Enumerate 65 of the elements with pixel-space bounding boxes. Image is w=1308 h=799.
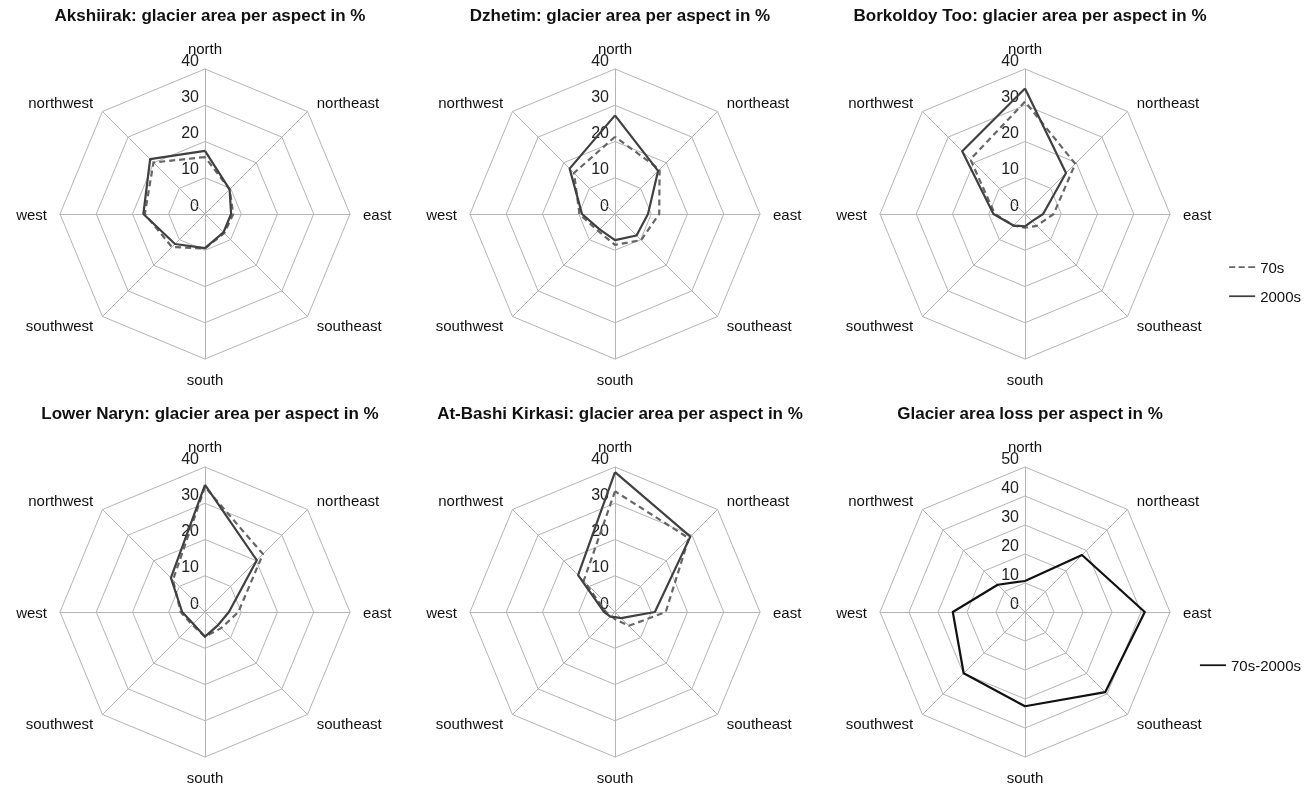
spoke-label: northwest — [28, 93, 95, 111]
spoke-label: northwest — [848, 93, 915, 111]
y-tick-label: 10 — [181, 160, 200, 178]
spoke-label: south — [186, 769, 224, 786]
spoke-label: west — [15, 603, 48, 621]
chart-title: Akshiirak: glacier area per aspect in % — [54, 6, 366, 25]
spoke-label: southeast — [1136, 715, 1203, 733]
spoke-label: northwest — [438, 93, 505, 111]
spoke-label: south — [596, 371, 634, 388]
chart-title: Lower Naryn: glacier area per aspect in % — [41, 404, 379, 423]
spoke-label: northwest — [438, 491, 505, 509]
legend-label: 70s-2000s — [1230, 656, 1302, 674]
spoke-label: northeast — [1136, 93, 1201, 111]
spoke-label: west — [15, 205, 48, 223]
spoke-label: southwest — [845, 317, 915, 335]
spoke-label: southwest — [25, 715, 95, 733]
spoke-label: west — [835, 603, 868, 621]
spoke-label: southwest — [25, 317, 95, 335]
chart-title: Dzhetim: glacier area per aspect in % — [469, 6, 771, 25]
y-tick-label: 10 — [591, 160, 610, 178]
y-tick-label: 40 — [1001, 478, 1020, 496]
spoke-label: southeast — [726, 317, 793, 335]
spoke-label: east — [1183, 205, 1213, 223]
y-tick-label: 30 — [181, 87, 200, 105]
spoke-label: southeast — [316, 317, 383, 335]
y-tick-label: 20 — [1001, 536, 1020, 554]
spoke-label: northeast — [726, 93, 791, 111]
y-tick-label: 10 — [1001, 565, 1020, 583]
spoke-label: west — [425, 205, 458, 223]
legend-label: 2000s — [1260, 287, 1302, 305]
spoke-label: south — [1006, 371, 1044, 388]
spoke-label: east — [1183, 603, 1213, 621]
chart-title: Glacier area loss per aspect in % — [897, 404, 1163, 423]
spoke-label: east — [773, 205, 803, 223]
spoke-label: northwest — [848, 491, 915, 509]
spoke-label: south — [1006, 769, 1044, 786]
chart-title: Borkoldoy Too: glacier area per aspect in % — [853, 6, 1207, 25]
y-tick-label: 10 — [591, 558, 610, 576]
spoke-label: south — [596, 769, 634, 786]
spoke-label: northeast — [726, 491, 791, 509]
spoke-label: northeast — [316, 93, 381, 111]
y-tick-label: 30 — [591, 87, 610, 105]
spoke-label: east — [773, 603, 803, 621]
spoke-label: southeast — [316, 715, 383, 733]
y-tick-label: 10 — [181, 558, 200, 576]
spoke-label: southwest — [435, 715, 505, 733]
spoke-label: east — [363, 205, 393, 223]
spoke-label: southeast — [726, 715, 793, 733]
spoke-label: northwest — [28, 491, 95, 509]
legend-label: 70s — [1260, 258, 1285, 276]
y-tick-label: 30 — [181, 485, 200, 503]
y-tick-label: 10 — [1001, 160, 1020, 178]
spoke-label: east — [363, 603, 393, 621]
spoke-label: southwest — [435, 317, 505, 335]
spoke-label: northeast — [316, 491, 381, 509]
chart-title: At-Bashi Kirkasi: glacier area per aspect in % — [437, 404, 803, 423]
spoke-label: south — [186, 371, 224, 388]
y-tick-label: 30 — [1001, 507, 1020, 525]
spoke-label: west — [835, 205, 868, 223]
spoke-label: west — [425, 603, 458, 621]
y-tick-label: 20 — [181, 124, 200, 141]
spoke-label: northeast — [1136, 491, 1201, 509]
y-tick-label: 20 — [1001, 124, 1020, 141]
spoke-label: southwest — [845, 715, 915, 733]
spoke-label: southeast — [1136, 317, 1203, 335]
